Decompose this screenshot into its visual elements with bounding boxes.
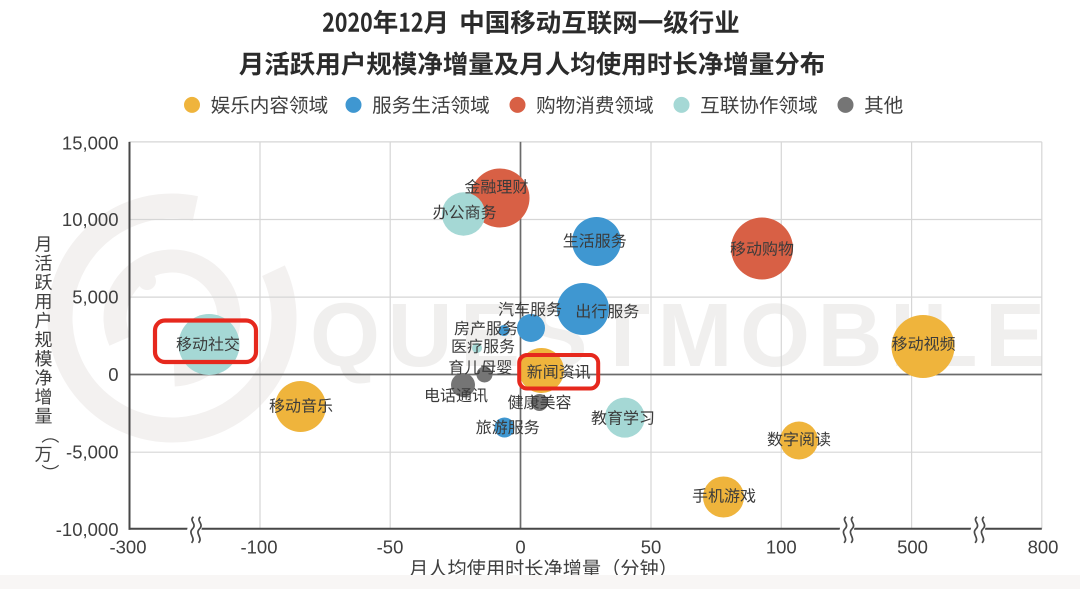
svg-text:800: 800 (1028, 536, 1059, 557)
svg-text:0: 0 (515, 536, 525, 557)
svg-text:-300: -300 (109, 536, 146, 557)
svg-text:100: 100 (766, 536, 797, 557)
svg-text:0: 0 (108, 364, 118, 385)
svg-text:10,000: 10,000 (62, 209, 119, 230)
svg-text:-100: -100 (240, 536, 277, 557)
svg-text:500: 500 (897, 536, 928, 557)
svg-text:5,000: 5,000 (72, 286, 118, 307)
svg-text:-5,000: -5,000 (66, 442, 118, 463)
svg-text:-50: -50 (377, 536, 404, 557)
svg-text:-10,000: -10,000 (56, 519, 119, 540)
svg-text:50: 50 (641, 536, 662, 557)
svg-text:15,000: 15,000 (62, 132, 119, 153)
